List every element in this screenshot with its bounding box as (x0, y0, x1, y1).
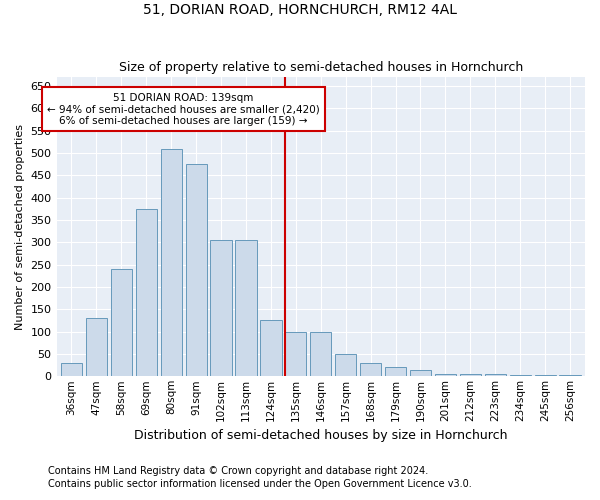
Bar (360, 363, 381, 376)
Bar (485, 374, 506, 376)
Bar (285, 332, 307, 376)
Title: Size of property relative to semi-detached houses in Hornchurch: Size of property relative to semi-detach… (119, 62, 523, 74)
Text: Contains HM Land Registry data © Crown copyright and database right 2024.: Contains HM Land Registry data © Crown c… (48, 466, 428, 476)
Bar (136, 209, 157, 376)
Bar (185, 164, 207, 376)
Bar (260, 320, 281, 376)
Text: 51, DORIAN ROAD, HORNCHURCH, RM12 4AL: 51, DORIAN ROAD, HORNCHURCH, RM12 4AL (143, 2, 457, 16)
Bar (509, 375, 531, 376)
Text: Contains public sector information licensed under the Open Government Licence v3: Contains public sector information licen… (48, 479, 472, 489)
Bar (161, 148, 182, 376)
Bar (435, 374, 456, 376)
Bar (235, 240, 257, 376)
Bar (460, 374, 481, 376)
Bar (61, 363, 82, 376)
Bar (385, 368, 406, 376)
Bar (410, 370, 431, 376)
Text: 51 DORIAN ROAD: 139sqm
← 94% of semi-detached houses are smaller (2,420)
6% of s: 51 DORIAN ROAD: 139sqm ← 94% of semi-det… (47, 92, 320, 126)
Y-axis label: Number of semi-detached properties: Number of semi-detached properties (15, 124, 25, 330)
Bar (111, 269, 132, 376)
Bar (211, 240, 232, 376)
Bar (335, 354, 356, 376)
Bar (310, 332, 331, 376)
Bar (86, 318, 107, 376)
X-axis label: Distribution of semi-detached houses by size in Hornchurch: Distribution of semi-detached houses by … (134, 430, 508, 442)
